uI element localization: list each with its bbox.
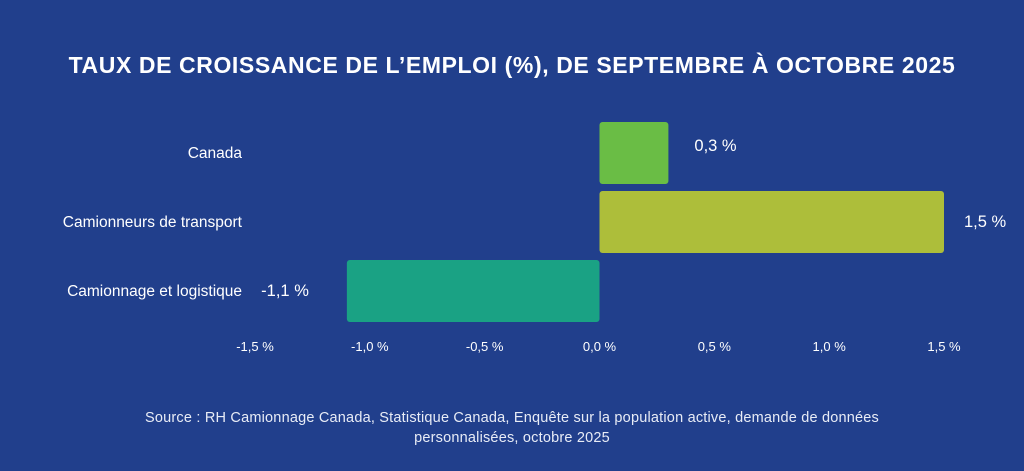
x-tick-label-1: -1,5 % <box>236 339 274 354</box>
value-label-3: -1,1 % <box>261 282 309 300</box>
value-label-2: 1,5 % <box>964 213 1007 231</box>
labels-layer: Canada 0,3 % Camionneurs de transport 1,5 %… <box>63 137 1007 300</box>
x-tick-label-3: -0,5 % <box>466 339 504 354</box>
x-tick-label-7: 1,5 % <box>927 339 961 354</box>
bar-3 <box>346 260 600 322</box>
x-tick-label-2: -1,0 % <box>351 339 389 354</box>
category-label-1: Canada <box>188 145 243 162</box>
source-line-2: personnalisées, octobre 2025 <box>414 430 610 446</box>
x-tick-label-4: 0,0 % <box>583 339 617 354</box>
ticks-layer: -1,5 % -1,0 % -0,5 % 0,0 % 0,5 % 1,0 % 1,5 % <box>236 339 961 354</box>
x-tick-label-5: 0,5 % <box>698 339 732 354</box>
bar-1 <box>599 122 669 184</box>
value-label-1: 0,3 % <box>694 137 737 155</box>
category-label-2: Camionneurs de transport <box>63 214 243 231</box>
chart-title: TAUX DE CROISSANCE DE L’EMPLOI (%), DE S… <box>68 52 956 78</box>
x-tick-label-6: 1,0 % <box>813 339 847 354</box>
source-note: Source : RH Camionnage Canada, Statistiq… <box>60 408 964 448</box>
category-label-3: Camionnage et logistique <box>67 283 242 300</box>
bar-2 <box>599 191 944 253</box>
source-line-1: Source : RH Camionnage Canada, Statistiq… <box>145 410 879 426</box>
bars-layer <box>346 122 944 322</box>
